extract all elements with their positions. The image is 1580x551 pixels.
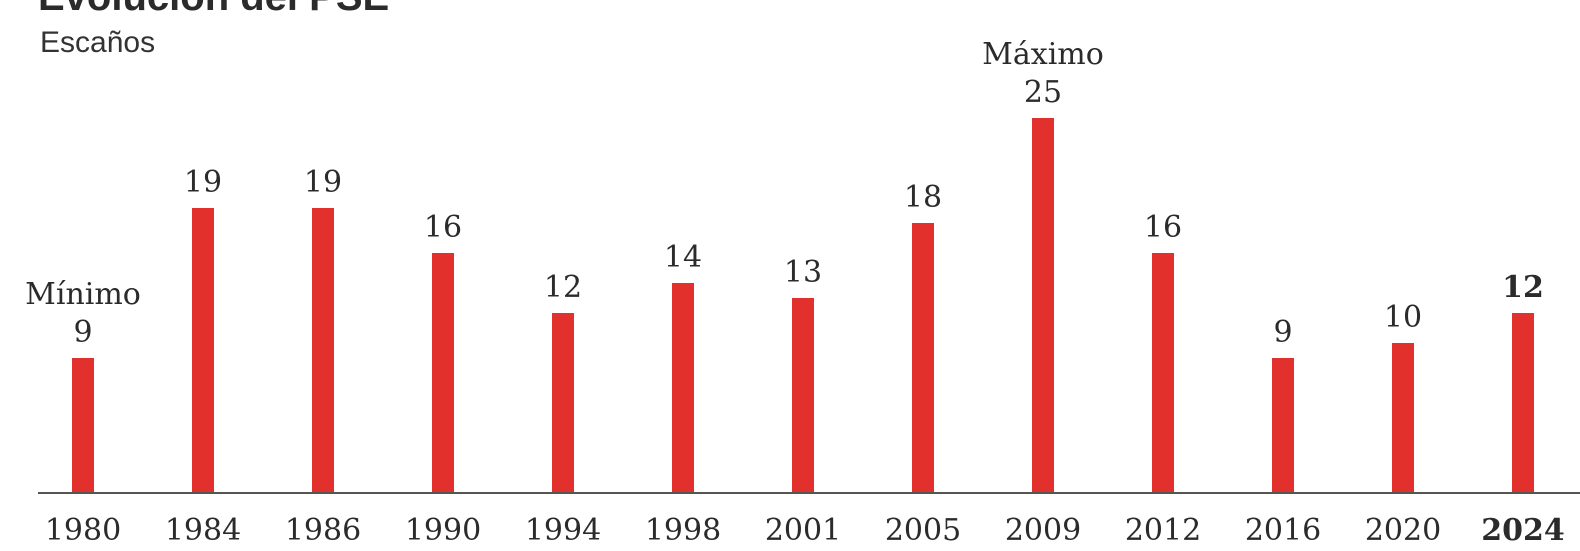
value-label-2020: 10 bbox=[1384, 300, 1422, 335]
x-tick-label-2005: 2005 bbox=[885, 513, 961, 548]
y-axis-label: Escaños bbox=[40, 26, 155, 59]
x-tick-label-1980: 1980 bbox=[45, 513, 121, 548]
chart-title: Evolución del PSE bbox=[38, 0, 389, 19]
value-label-1990: 16 bbox=[424, 210, 462, 245]
bar-1986 bbox=[312, 208, 334, 493]
bar-1984 bbox=[192, 208, 214, 493]
x-tick-label-1998: 1998 bbox=[645, 513, 721, 548]
bar-1980 bbox=[72, 358, 94, 493]
annotation-maximo: Máximo bbox=[982, 37, 1104, 72]
bar-2024 bbox=[1512, 313, 1534, 493]
bar-2001 bbox=[792, 298, 814, 493]
value-label-1998: 14 bbox=[664, 240, 702, 275]
x-tick-label-1986: 1986 bbox=[285, 513, 361, 548]
x-tick-label-1990: 1990 bbox=[405, 513, 481, 548]
value-label-2012: 16 bbox=[1144, 210, 1182, 245]
bar-1990 bbox=[432, 253, 454, 493]
x-tick-label-2016: 2016 bbox=[1245, 513, 1321, 548]
value-label-1980: 9 bbox=[73, 315, 92, 350]
bars-group: 9 1980 Mínimo 19 1984 19 1986 16 1990 12 1994 14 199… bbox=[25, 37, 1565, 548]
x-tick-label-2001: 2001 bbox=[765, 513, 841, 548]
x-tick-label-2009: 2009 bbox=[1005, 513, 1081, 548]
bar-2005 bbox=[912, 223, 934, 493]
bar-2020 bbox=[1392, 343, 1414, 493]
bar-1998 bbox=[672, 283, 694, 493]
bar-2012 bbox=[1152, 253, 1174, 493]
value-label-2024: 12 bbox=[1502, 270, 1544, 305]
bar-1994 bbox=[552, 313, 574, 493]
x-tick-label-2020: 2020 bbox=[1365, 513, 1441, 548]
value-label-1986: 19 bbox=[304, 165, 342, 200]
value-label-1984: 19 bbox=[184, 165, 222, 200]
annotation-minimo: Mínimo bbox=[25, 277, 141, 312]
x-tick-label-2012: 2012 bbox=[1125, 513, 1201, 548]
x-tick-label-2024: 2024 bbox=[1481, 513, 1565, 548]
bar-2009 bbox=[1032, 118, 1054, 493]
value-label-1994: 12 bbox=[544, 270, 582, 305]
value-label-2009: 25 bbox=[1024, 75, 1062, 110]
value-label-2001: 13 bbox=[784, 255, 822, 290]
x-tick-label-1984: 1984 bbox=[165, 513, 241, 548]
x-tick-label-1994: 1994 bbox=[525, 513, 601, 548]
value-label-2016: 9 bbox=[1273, 315, 1292, 350]
value-label-2005: 18 bbox=[904, 180, 942, 215]
bar-2016 bbox=[1272, 358, 1294, 493]
